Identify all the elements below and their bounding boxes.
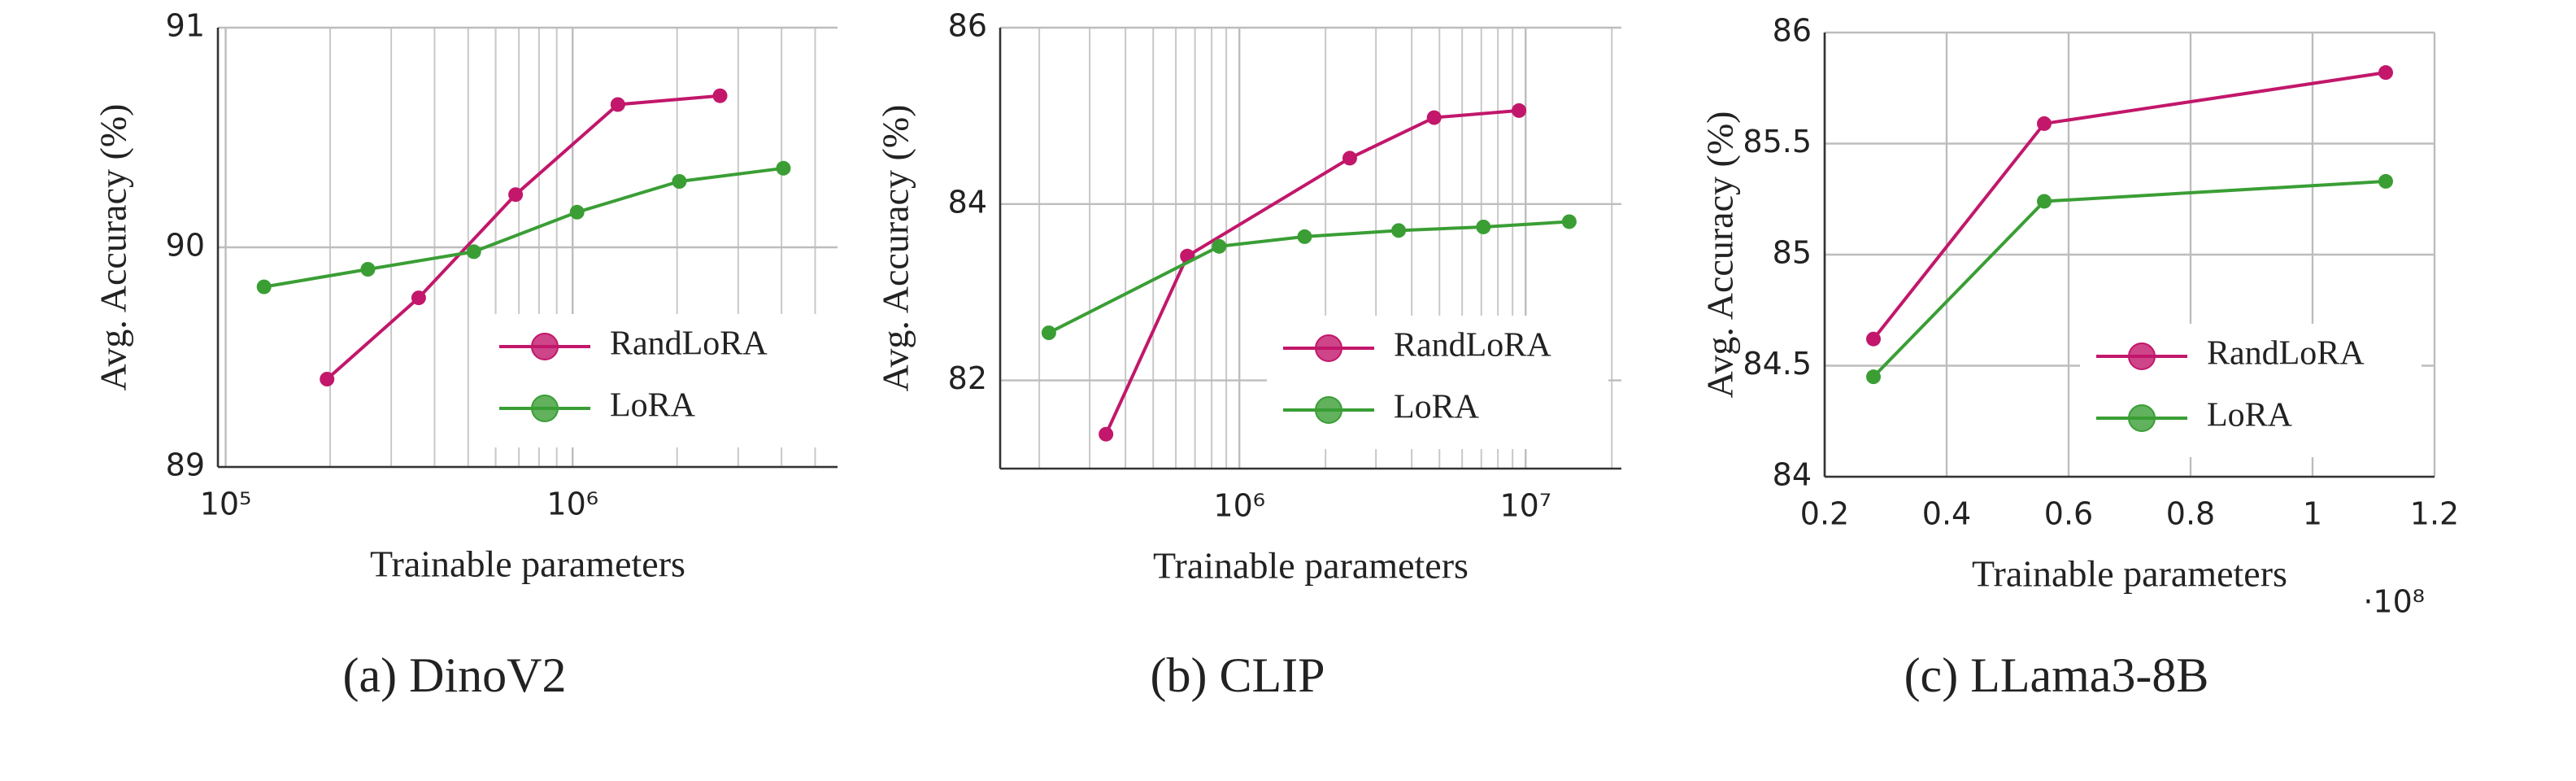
data-point [2037, 116, 2052, 131]
legend-marker [1315, 334, 1342, 362]
data-point [1426, 110, 1442, 125]
data-point [1561, 214, 1577, 229]
data-point [776, 160, 791, 176]
x-tick-label: 0.2 [1800, 496, 1849, 532]
legend-label: RandLoRA [1394, 327, 1551, 364]
data-point [2378, 173, 2393, 189]
y-tick-label: 86 [1773, 13, 1812, 49]
legend-label: RandLoRA [2207, 335, 2365, 373]
x-tick-label: 0.6 [2044, 496, 2093, 532]
legend-marker [2128, 404, 2156, 432]
y-tick-label: 85 [1773, 235, 1812, 271]
x-axis-label: Trainable parameters [370, 543, 685, 585]
legend-label: RandLoRA [610, 325, 768, 363]
legend-label: LoRA [610, 387, 696, 425]
y-tick-label: 84.5 [1743, 346, 1812, 382]
legend-marker [2128, 343, 2156, 370]
data-point [1342, 151, 1357, 166]
y-tick-label: 84 [948, 184, 987, 220]
data-point [569, 204, 585, 220]
data-point [1476, 219, 1491, 234]
y-axis-label: Avg. Accuracy (%) [93, 104, 134, 391]
data-point [1866, 369, 1881, 385]
x-tick-label: 10⁶ [1213, 488, 1265, 524]
y-tick-label: 85.5 [1743, 124, 1812, 159]
x-tick-label: 10⁶ [546, 486, 598, 522]
caption: (b) CLIP [1151, 648, 1325, 702]
data-point [1099, 426, 1114, 442]
x-tick-label: 0.4 [1922, 496, 1971, 532]
series-line [1047, 220, 1569, 334]
data-point [610, 97, 625, 112]
x-axis-label: Trainable parameters [1153, 545, 1469, 587]
legend-marker [531, 333, 559, 360]
data-point [1512, 103, 1527, 118]
data-point [1391, 223, 1407, 238]
data-point [320, 372, 335, 386]
y-tick-label: 86 [948, 8, 987, 44]
caption: (a) DinoV2 [343, 648, 567, 702]
y-tick-label: 91 [166, 8, 205, 44]
x-tick-label: 10⁵ [200, 486, 252, 522]
legend-marker [531, 395, 559, 422]
x-axis-label: Trainable parameters [1972, 553, 2287, 595]
x-multiplier: ·10⁸ [2363, 584, 2425, 620]
series-line [263, 166, 784, 289]
y-axis-label: Avg. Accuracy (%) [1699, 111, 1741, 399]
data-point [256, 279, 272, 295]
legend-label: LoRA [1394, 389, 1480, 426]
data-point [360, 262, 376, 277]
y-tick-label: 82 [948, 360, 987, 396]
data-point [712, 88, 728, 103]
data-point [1297, 229, 1312, 244]
y-tick-label: 84 [1773, 457, 1812, 493]
data-point [411, 290, 426, 306]
data-point [508, 187, 524, 203]
data-point [1866, 331, 1881, 347]
y-tick-label: 89 [166, 447, 205, 483]
x-tick-label: 0.8 [2166, 496, 2215, 532]
y-tick-label: 90 [166, 228, 205, 264]
legend-marker [1315, 396, 1342, 424]
data-point [672, 174, 687, 189]
caption: (c) LLama3-8B [1904, 648, 2209, 702]
x-tick-label: 1.2 [2410, 496, 2459, 532]
data-point [1041, 325, 1056, 341]
data-point [1212, 238, 1227, 254]
data-point [2378, 65, 2393, 81]
x-tick-label: 10⁷ [1499, 488, 1551, 524]
data-point [2037, 194, 2052, 209]
y-axis-label: Avg. Accuracy (%) [875, 105, 916, 392]
x-tick-label: 1 [2303, 496, 2322, 532]
legend-label: LoRA [2207, 397, 2293, 434]
data-point [466, 244, 481, 260]
